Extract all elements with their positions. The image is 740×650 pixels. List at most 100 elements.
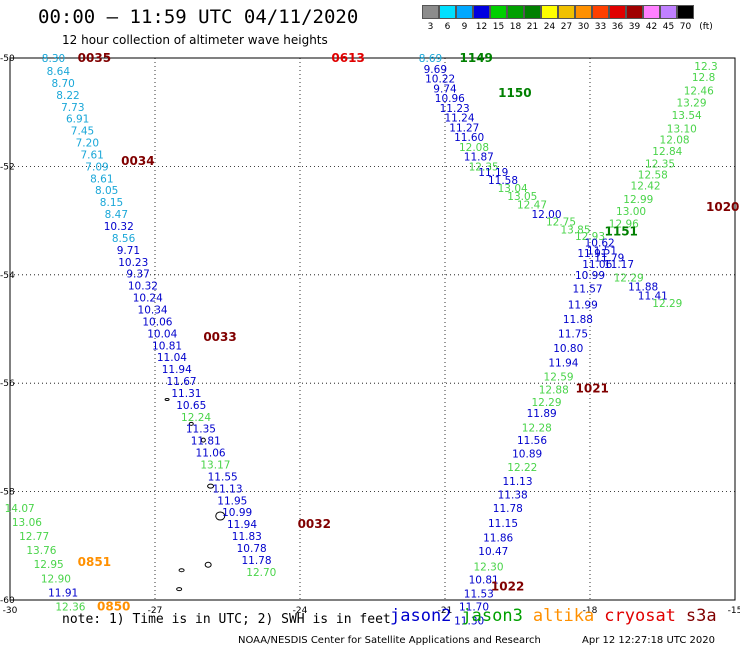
wave-height-label: 13.76	[26, 545, 56, 557]
wave-height-label: 10.99	[575, 270, 605, 282]
wave-height-label: 11.30	[454, 616, 484, 628]
credit-text: NOAA/NESDIS Center for Satellite Applica…	[238, 635, 541, 646]
page-title: 00:00 – 11:59 UTC 04/11/2020	[38, 6, 359, 28]
wave-height-label: 8.15	[100, 197, 123, 209]
wave-height-label: 11.41	[638, 290, 668, 302]
scale-label: 3	[427, 22, 434, 32]
lon-tick-label: -30	[3, 606, 18, 616]
wave-height-label: 11.99	[568, 300, 598, 312]
scale-label: 15	[492, 22, 505, 32]
wave-height-label: 11.88	[628, 282, 658, 294]
wave-height-label: 11.78	[493, 503, 523, 515]
lat-tick-label: -56	[0, 379, 15, 389]
lon-tick-label: -15	[728, 606, 740, 616]
wave-height-label: 7.09	[85, 161, 108, 173]
wave-height-label: 11.95	[217, 495, 247, 507]
wave-height-label: 12.75	[546, 217, 576, 229]
scale-swatch	[643, 5, 660, 19]
wave-height-label: 12.29	[652, 298, 682, 310]
wave-height-label: 10.62	[585, 237, 615, 249]
lat-tick-label: -60	[0, 596, 15, 606]
wave-height-label: 11.06	[196, 448, 226, 460]
note-text: note: 1) Time is in UTC; 2) SWH is in fe…	[62, 612, 391, 627]
lon-tick-label: -21	[438, 606, 453, 616]
wave-height-label: 10.04	[147, 328, 177, 340]
pass-time-label: 1020	[706, 200, 739, 214]
wave-height-label: 11.24	[444, 113, 474, 125]
wave-height-label: 7.45	[71, 126, 94, 138]
wave-height-label: 12.46	[684, 86, 714, 98]
wave-height-label: 12.28	[522, 423, 552, 435]
scale-swatch	[422, 5, 439, 19]
scale-swatch	[456, 5, 473, 19]
wave-height-label: 10.99	[222, 507, 252, 519]
satellite-legend-item: altika	[532, 606, 595, 626]
wave-height-label: 11.91	[577, 248, 607, 260]
pass-time-label: 1022	[491, 579, 524, 593]
wave-height-label: 9.37	[126, 269, 149, 281]
wave-height-label: 10.65	[176, 400, 206, 412]
pass-time-label: 1021	[576, 382, 609, 396]
scale-swatch	[541, 5, 558, 19]
island-outline	[176, 587, 183, 592]
wave-height-label: 12.90	[41, 573, 71, 585]
wave-height-label: 6.91	[66, 114, 89, 126]
scale-label: 9	[461, 22, 468, 32]
scale-label: 42	[645, 22, 658, 32]
wave-height-label: 11.06	[582, 259, 612, 271]
wave-height-label: 12.88	[539, 385, 569, 397]
wave-height-label: 12.95	[34, 559, 64, 571]
satellite-legend-item: s3a	[685, 606, 717, 626]
wave-height-label: 10.89	[512, 449, 542, 461]
wave-height-label: 11.79	[594, 252, 624, 264]
wave-height-label: 8.05	[95, 185, 118, 197]
wave-height-label: 11.38	[498, 489, 528, 501]
scale-swatch	[507, 5, 524, 19]
wave-height-label: 13.54	[672, 110, 702, 122]
wave-height-label: 12.3	[694, 61, 717, 73]
island-outline	[178, 568, 185, 573]
scale-label: 24	[543, 22, 556, 32]
wave-height-label: 13.06	[12, 517, 42, 529]
scale-swatch	[660, 5, 677, 19]
wave-height-label: 12.84	[652, 146, 682, 158]
pass-time-label: 0613	[331, 51, 364, 65]
wave-height-label: 12.58	[638, 170, 668, 182]
lat-tick-label: -58	[0, 488, 15, 498]
scale-swatch	[558, 5, 575, 19]
wave-height-label: 12.35	[469, 161, 499, 173]
wave-height-label: 13.05	[507, 191, 537, 203]
scale-label: 45	[662, 22, 675, 32]
wave-height-label: 8.30	[42, 53, 65, 65]
wave-height-label: 10.47	[478, 546, 508, 558]
pass-time-label: 0034	[121, 154, 154, 168]
wave-height-label: 8.56	[112, 233, 136, 245]
scale-label: 33	[594, 22, 607, 32]
wave-height-label: 11.57	[573, 283, 603, 295]
wave-height-label: 9.69	[424, 64, 447, 76]
wave-height-label: 11.31	[171, 388, 201, 400]
satellite-legend: jason2 jason3 altika cryosat s3a	[390, 606, 727, 626]
lon-tick-label: -18	[583, 606, 598, 616]
wave-height-label: 7.73	[61, 102, 84, 114]
wave-height-label: 11.58	[488, 175, 518, 187]
scale-swatch	[490, 5, 507, 19]
wave-height-label: 11.13	[212, 483, 242, 495]
wave-height-label: 13.85	[560, 224, 590, 236]
wave-height-label: 11.70	[459, 602, 489, 614]
wave-height-label: 11.91	[48, 587, 78, 599]
wave-height-label: 11.60	[454, 132, 484, 144]
scale-label: 39	[628, 22, 641, 32]
wave-height-label: 11.86	[483, 533, 513, 545]
wave-height-label: 12.35	[645, 159, 675, 171]
wave-height-label: 12.8	[692, 72, 715, 84]
island-outline	[188, 421, 194, 426]
wave-height-label: 10.06	[142, 316, 172, 328]
island-outline	[207, 483, 215, 489]
wave-height-label: 11.56	[517, 435, 547, 447]
island-outline	[215, 511, 226, 521]
lat-tick-label: -50	[0, 54, 15, 64]
wave-height-label: 10.96	[435, 93, 465, 105]
timestamp-text: Apr 12 12:27:18 UTC 2020	[582, 635, 715, 646]
